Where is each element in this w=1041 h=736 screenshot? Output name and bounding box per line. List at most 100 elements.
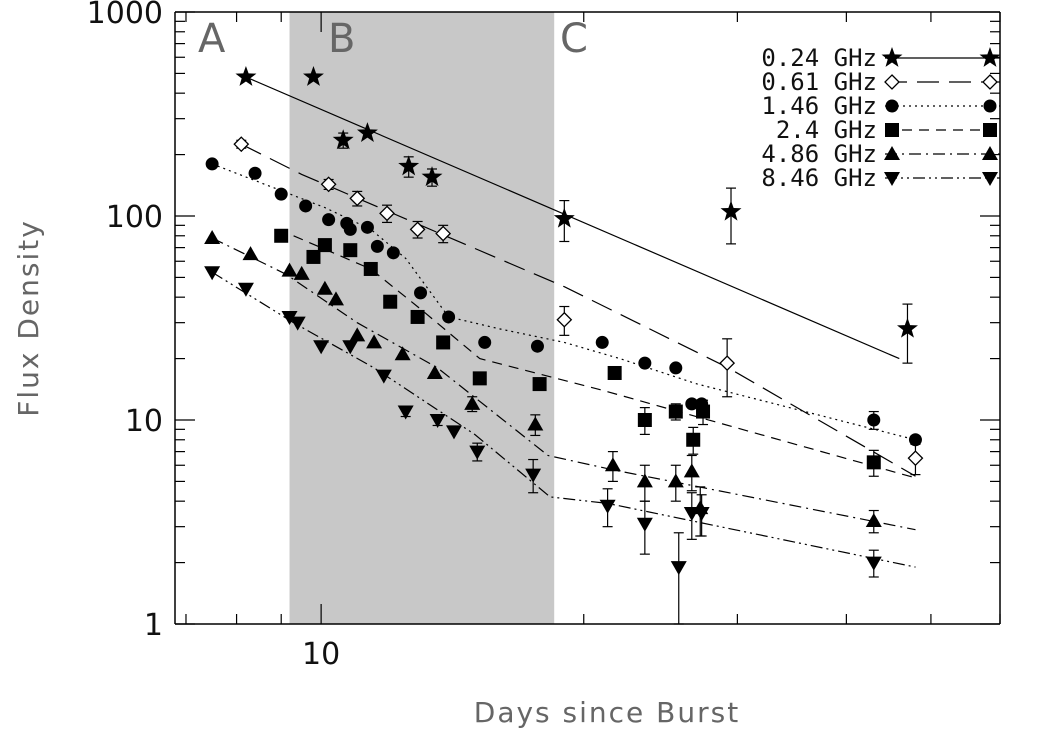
data-point-1-46-ghz — [343, 222, 357, 236]
data-point-8-46-ghz — [397, 405, 414, 420]
data-point-1-46-ghz — [669, 361, 683, 375]
legend-entry-0-61-ghz: 0.61 GHz — [761, 68, 1000, 96]
data-point-4-86-ghz — [242, 246, 259, 261]
data-point-1-46-ghz — [638, 356, 652, 370]
data-point-8-46-ghz — [342, 340, 359, 355]
data-point-2-4-ghz — [317, 238, 332, 253]
data-point-4-86-ghz — [636, 473, 653, 488]
region-label-c: C — [560, 16, 588, 62]
data-point-1-46-ghz — [478, 335, 492, 349]
data-point-4-86-ghz — [204, 230, 221, 245]
legend-label: 0.24 GHz — [761, 44, 877, 72]
legend-label: 1.46 GHz — [761, 92, 877, 120]
data-point-0-61-ghz — [435, 225, 452, 242]
y-tick-label: 100 — [106, 200, 163, 235]
legend-entry-0-24-ghz: 0.24 GHz — [761, 44, 1001, 72]
data-point-2-4-ghz — [607, 365, 622, 380]
data-point-4-86-ghz — [327, 291, 344, 306]
data-point-8-46-ghz — [599, 499, 616, 514]
data-point-0-61-ghz — [349, 190, 366, 207]
legend-marker-end — [983, 99, 997, 113]
data-point-0-24-ghz — [897, 317, 918, 338]
data-point-4-86-ghz — [667, 473, 684, 488]
data-point-1-46-ghz — [530, 339, 544, 353]
data-point-8-46-ghz — [636, 517, 653, 532]
data-point-4-86-ghz — [604, 457, 621, 472]
data-point-8-46-ghz — [429, 414, 446, 428]
data-point-4-86-ghz — [865, 512, 882, 527]
data-point-1-46-ghz — [414, 286, 428, 300]
data-point-1-46-ghz — [248, 166, 262, 180]
data-point-0-24-ghz — [332, 129, 354, 150]
axes-layer: 1 10 100 1000 10 — [87, 0, 1001, 672]
data-point-2-4-ghz — [532, 377, 547, 392]
y-tick-label: 1000 — [87, 0, 163, 31]
fit-line-0-24-ghz — [245, 76, 900, 360]
data-point-4-86-ghz — [316, 280, 333, 295]
data-point-1-46-ghz — [370, 239, 384, 253]
data-point-0-61-ghz — [719, 355, 736, 372]
data-point-2-4-ghz — [410, 309, 425, 324]
data-point-8-46-ghz — [281, 310, 298, 325]
data-point-0-61-ghz — [556, 311, 573, 328]
legend-marker-start — [881, 47, 903, 67]
data-point-8-46-ghz — [469, 445, 486, 460]
data-point-1-46-ghz — [595, 335, 609, 349]
data-point-8-46-ghz — [375, 369, 392, 384]
legend-marker-start — [885, 99, 899, 113]
error-bar-8-46-ghz — [673, 532, 684, 625]
data-point-0-24-ghz — [235, 66, 257, 86]
y-tick-label: 1 — [144, 608, 163, 643]
data-point-0-24-ghz — [398, 155, 420, 176]
data-point-2-4-ghz — [306, 249, 321, 264]
data-point-4-86-ghz — [394, 346, 411, 361]
legend-marker-end — [982, 74, 998, 90]
x-tick-label: 10 — [302, 637, 340, 672]
data-point-1-46-ghz — [442, 310, 456, 324]
data-point-1-46-ghz — [205, 157, 219, 171]
data-point-0-61-ghz — [409, 221, 426, 238]
data-point-1-46-ghz — [908, 433, 922, 447]
fit-line-2-4-ghz — [293, 235, 916, 479]
fit-line-0-61-ghz — [241, 143, 916, 477]
legend-entry-2-4-ghz: 2.4 GHz — [776, 116, 1000, 144]
data-point-8-46-ghz — [313, 340, 330, 355]
data-point-1-46-ghz — [685, 397, 699, 411]
legend-marker-start — [884, 74, 900, 90]
x-axis-title: Days since Burst — [474, 696, 740, 729]
legend-label: 0.61 GHz — [761, 68, 877, 96]
data-point-8-46-ghz — [237, 282, 254, 297]
region-label-b: B — [328, 16, 355, 62]
data-point-4-86-ghz — [293, 265, 310, 280]
markers-layer — [204, 66, 924, 576]
data-point-0-61-ghz — [320, 176, 337, 193]
data-point-4-86-ghz — [366, 334, 383, 349]
data-point-2-4-ghz — [472, 371, 487, 386]
legend-marker-end — [979, 47, 1001, 67]
y-tick-label: 10 — [125, 404, 163, 439]
data-point-0-24-ghz — [553, 207, 575, 228]
data-point-2-4-ghz — [696, 404, 711, 419]
data-point-4-86-ghz — [527, 416, 544, 431]
data-point-8-46-ghz — [670, 561, 687, 576]
error-bar-0-24-ghz — [902, 303, 913, 364]
legend-entry-4-86-ghz: 4.86 GHz — [761, 140, 1000, 168]
data-point-2-4-ghz — [668, 404, 683, 419]
data-point-2-4-ghz — [436, 335, 451, 350]
data-point-0-61-ghz — [907, 450, 924, 467]
data-point-4-86-ghz — [281, 262, 298, 277]
legend-entry-1-46-ghz: 1.46 GHz — [761, 92, 1000, 120]
region-label-a: A — [198, 16, 226, 62]
data-point-0-61-ghz — [379, 205, 395, 222]
data-point-4-86-ghz — [683, 463, 700, 478]
data-point-1-46-ghz — [299, 199, 313, 213]
data-point-0-61-ghz — [233, 136, 250, 153]
data-point-8-46-ghz — [445, 425, 462, 440]
data-point-4-86-ghz — [426, 364, 443, 379]
legend-marker-start — [884, 172, 900, 186]
data-point-0-24-ghz — [356, 122, 378, 142]
data-point-8-46-ghz — [865, 556, 882, 571]
data-point-2-4-ghz — [343, 243, 358, 258]
